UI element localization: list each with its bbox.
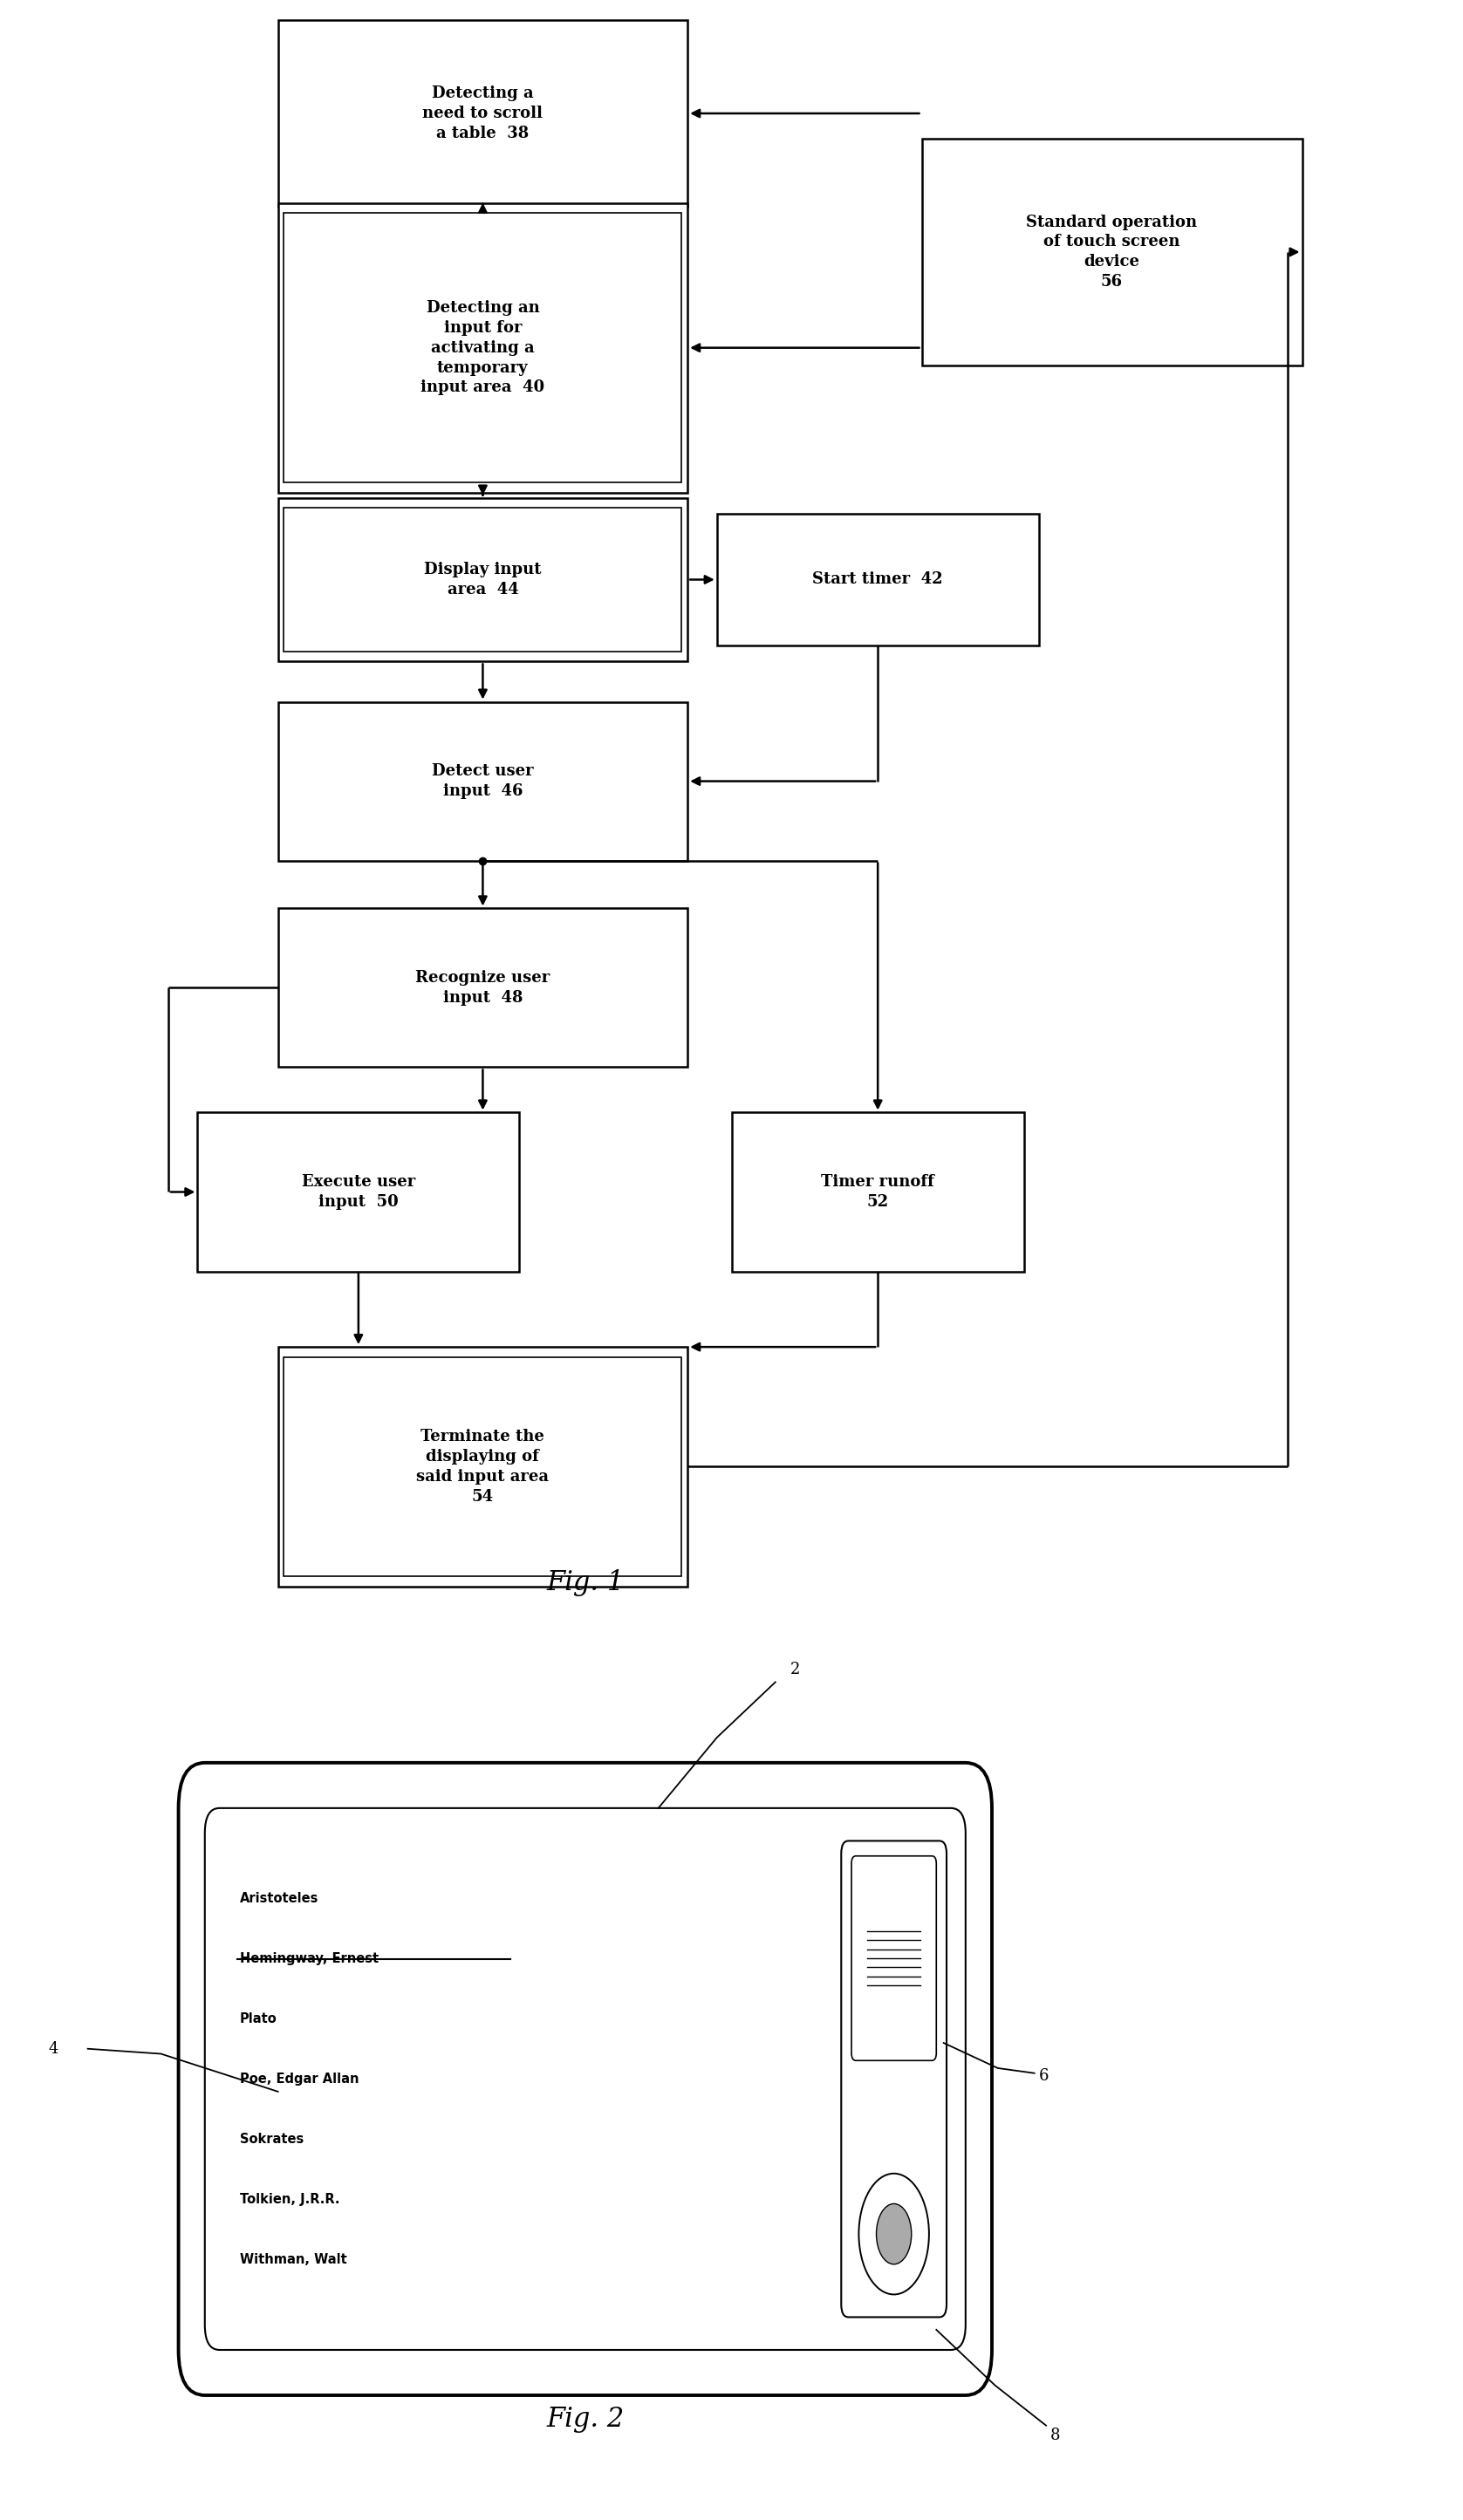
Text: Fig. 2: Fig. 2 bbox=[546, 2407, 625, 2432]
Text: 8: 8 bbox=[1050, 2427, 1061, 2444]
Text: Plato: Plato bbox=[240, 2013, 277, 2026]
FancyBboxPatch shape bbox=[922, 139, 1302, 365]
Text: Timer runoff
52: Timer runoff 52 bbox=[821, 1174, 935, 1210]
FancyBboxPatch shape bbox=[841, 1840, 947, 2318]
FancyBboxPatch shape bbox=[284, 1356, 682, 1578]
FancyBboxPatch shape bbox=[732, 1114, 1024, 1270]
Text: Execute user
input  50: Execute user input 50 bbox=[301, 1174, 415, 1210]
Text: Start timer  42: Start timer 42 bbox=[812, 572, 944, 587]
FancyBboxPatch shape bbox=[278, 1346, 688, 1588]
FancyBboxPatch shape bbox=[178, 1764, 992, 2394]
Text: Hemingway, Ernest: Hemingway, Ernest bbox=[240, 1953, 379, 1966]
Text: 2: 2 bbox=[790, 1661, 800, 1678]
FancyBboxPatch shape bbox=[278, 496, 688, 660]
Circle shape bbox=[876, 2202, 911, 2263]
Ellipse shape bbox=[859, 2172, 929, 2293]
FancyBboxPatch shape bbox=[278, 202, 688, 494]
Text: Terminate the
displaying of
said input area
54: Terminate the displaying of said input a… bbox=[417, 1429, 549, 1504]
Text: Recognize user
input  48: Recognize user input 48 bbox=[415, 970, 550, 1005]
Text: Sokrates: Sokrates bbox=[240, 2132, 304, 2145]
Text: Aristoteles: Aristoteles bbox=[240, 1893, 319, 1905]
Text: Tolkien, J.R.R.: Tolkien, J.R.R. bbox=[240, 2192, 339, 2205]
Text: Detecting a
need to scroll
a table  38: Detecting a need to scroll a table 38 bbox=[423, 86, 543, 141]
FancyBboxPatch shape bbox=[205, 1809, 966, 2349]
Text: Withman, Walt: Withman, Walt bbox=[240, 2253, 347, 2265]
Text: Detect user
input  46: Detect user input 46 bbox=[432, 764, 534, 799]
FancyBboxPatch shape bbox=[851, 1855, 936, 2061]
FancyBboxPatch shape bbox=[278, 907, 688, 1066]
FancyBboxPatch shape bbox=[278, 701, 688, 862]
Text: Standard operation
of touch screen
device
56: Standard operation of touch screen devic… bbox=[1027, 214, 1197, 290]
Text: Display input
area  44: Display input area 44 bbox=[424, 562, 541, 597]
Text: Detecting an
input for
activating a
temporary
input area  40: Detecting an input for activating a temp… bbox=[421, 300, 544, 396]
FancyBboxPatch shape bbox=[717, 514, 1039, 645]
Text: Poe, Edgar Allan: Poe, Edgar Allan bbox=[240, 2071, 358, 2087]
FancyBboxPatch shape bbox=[284, 507, 682, 650]
FancyBboxPatch shape bbox=[284, 212, 682, 484]
Text: 6: 6 bbox=[1039, 2069, 1049, 2084]
FancyBboxPatch shape bbox=[198, 1114, 519, 1270]
Text: 4: 4 bbox=[48, 2041, 59, 2056]
FancyBboxPatch shape bbox=[278, 20, 688, 207]
Text: Fig. 1: Fig. 1 bbox=[546, 1570, 625, 1595]
